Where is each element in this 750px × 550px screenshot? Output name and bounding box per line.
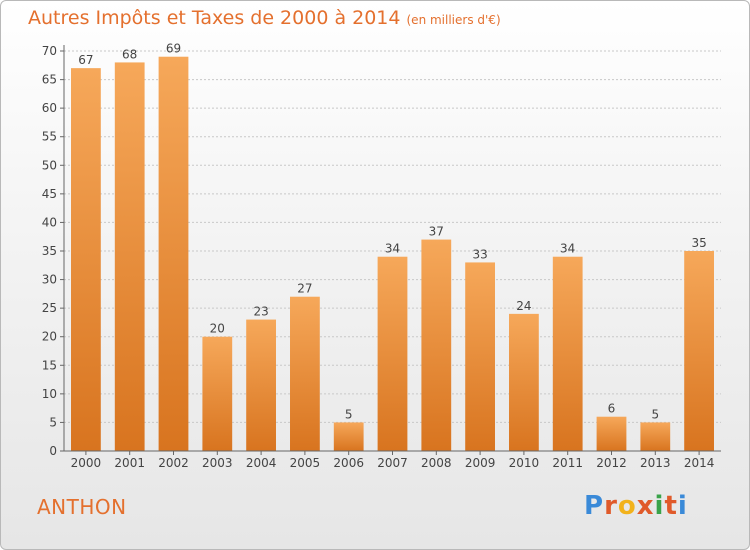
y-tick-label: 15 [42, 358, 57, 372]
bar [246, 319, 276, 451]
logo-letter: t [664, 491, 678, 521]
x-tick-label: 2009 [465, 456, 496, 470]
y-tick-label: 45 [42, 187, 57, 201]
x-tick-label: 2007 [377, 456, 408, 470]
data-label: 20 [210, 322, 225, 336]
data-label: 69 [166, 42, 181, 56]
y-tick-label: 10 [42, 387, 57, 401]
bar [465, 262, 495, 451]
x-tick-label: 2002 [158, 456, 189, 470]
logo-letter: i [654, 491, 665, 521]
data-label: 34 [385, 242, 400, 256]
x-tick-label: 2011 [552, 456, 583, 470]
x-tick-label: 2010 [509, 456, 540, 470]
data-label: 67 [78, 53, 93, 67]
x-tick-label: 2012 [596, 456, 627, 470]
data-label: 24 [516, 299, 531, 313]
data-label: 68 [122, 47, 137, 61]
logo-letter: r [604, 491, 618, 521]
data-label: 27 [297, 282, 312, 296]
data-label: 5 [651, 407, 659, 421]
bar [640, 422, 671, 451]
x-tick-label: 2005 [290, 456, 321, 470]
bar [509, 313, 539, 451]
y-tick-label: 30 [42, 273, 57, 287]
commune-name: ANTHON [37, 495, 127, 519]
data-label: 33 [472, 247, 487, 261]
y-tick-label: 20 [42, 330, 57, 344]
logo-letter: o [617, 491, 637, 521]
data-label: 37 [429, 225, 444, 239]
y-tick-label: 5 [49, 415, 57, 429]
data-label: 5 [345, 407, 353, 421]
logo-letter: x [636, 491, 655, 521]
data-label: 35 [691, 236, 706, 250]
x-tick-label: 2013 [640, 456, 671, 470]
bar [596, 416, 627, 451]
x-tick-label: 2014 [684, 456, 715, 470]
y-tick-label: 50 [42, 158, 57, 172]
y-tick-label: 0 [49, 444, 57, 458]
bar [552, 256, 583, 451]
bar [71, 68, 101, 452]
chart-title: Autres Impôts et Taxes de 2000 à 2014 (en… [28, 7, 501, 29]
y-tick-label: 55 [42, 130, 57, 144]
bar [684, 251, 714, 451]
y-tick-label: 40 [42, 215, 57, 229]
y-tick-label: 35 [42, 244, 57, 258]
x-tick-label: 2000 [71, 456, 102, 470]
bar [290, 296, 320, 451]
proxiti-logo: Proxiti [584, 491, 688, 521]
x-tick-label: 2008 [421, 456, 452, 470]
bar [377, 256, 408, 451]
x-tick-label: 2006 [333, 456, 364, 470]
bar [114, 62, 145, 452]
y-tick-label: 70 [42, 44, 57, 58]
x-tick-label: 2004 [246, 456, 277, 470]
y-tick-label: 65 [42, 73, 57, 87]
logo-letter: P [584, 491, 605, 521]
bar [421, 239, 452, 451]
data-label: 6 [608, 402, 616, 416]
y-tick-label: 25 [42, 301, 57, 315]
title-text: Autres Impôts et Taxes de 2000 à 2014 [28, 7, 401, 29]
chart-subtitle: (en milliers d'€) [406, 13, 501, 27]
data-label: 34 [560, 242, 575, 256]
bar [333, 422, 364, 451]
x-tick-label: 2001 [114, 456, 145, 470]
data-label: 23 [253, 305, 268, 319]
x-tick-label: 2003 [202, 456, 233, 470]
bar [158, 56, 189, 451]
logo-letter: i [677, 491, 688, 521]
y-tick-label: 60 [42, 101, 57, 115]
bar [202, 336, 233, 451]
